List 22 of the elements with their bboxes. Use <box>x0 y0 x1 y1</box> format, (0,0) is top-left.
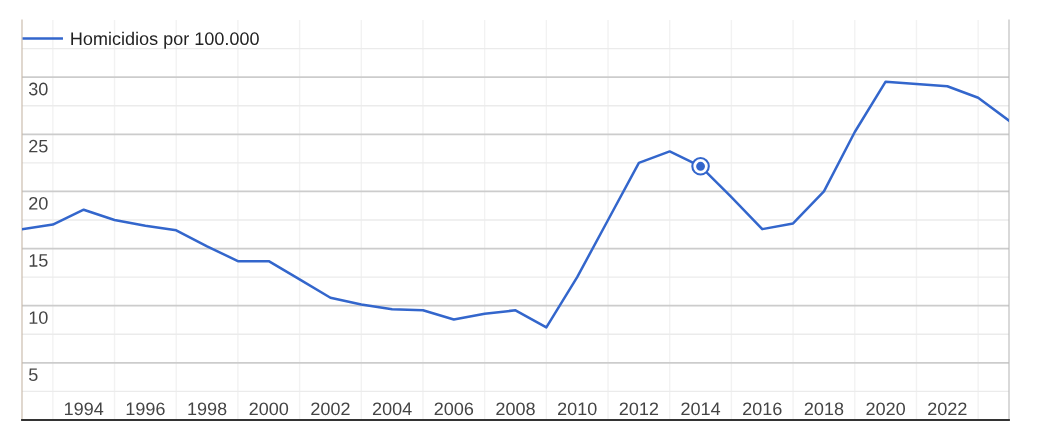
y-tick-label: 15 <box>29 254 48 267</box>
x-tick-label: 2020 <box>866 402 905 416</box>
x-tick-label: 2012 <box>619 402 659 416</box>
x-tick-label: 2000 <box>249 402 289 416</box>
x-tick-label: 1996 <box>126 402 165 416</box>
y-tick-label: 25 <box>29 139 48 153</box>
x-tick-label: 2002 <box>311 402 350 416</box>
x-tick-label: 2018 <box>804 402 844 416</box>
y-tick-label: 20 <box>29 196 48 210</box>
y-tick-label: 5 <box>28 368 38 382</box>
x-tick-label: 1994 <box>64 402 104 416</box>
x-tick-label: 2010 <box>558 402 597 416</box>
x-tick-label: 2014 <box>681 402 721 416</box>
y-tick-label: 10 <box>29 311 48 324</box>
y-tick-label: 30 <box>28 82 48 96</box>
x-tick-label: 2016 <box>743 402 782 416</box>
legend-label: Homicidios por 100.000 <box>71 31 259 49</box>
x-tick-label: 2008 <box>496 402 535 416</box>
x-tick-label: 2006 <box>434 402 474 416</box>
x-tick-label: 2022 <box>928 402 967 416</box>
x-tick-label: 1998 <box>188 402 227 416</box>
x-tick-label: 2004 <box>372 402 412 416</box>
